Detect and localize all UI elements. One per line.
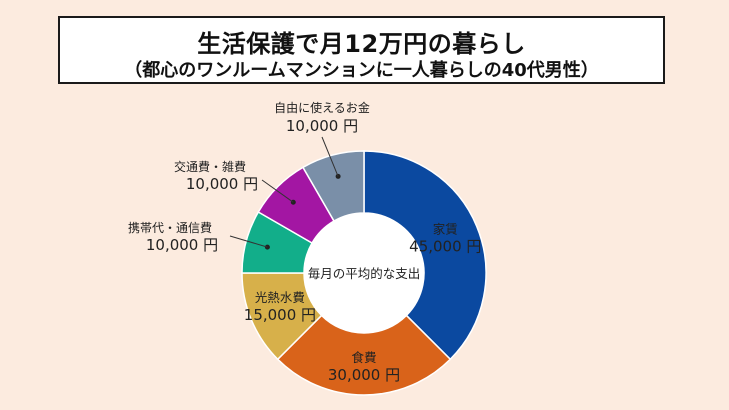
center-label: 毎月の平均的な支出 (308, 266, 421, 281)
slice-label-name: 光熱水費 (255, 290, 305, 305)
leader-line (229, 235, 268, 248)
slice-label-value: 10,000 円 (146, 236, 218, 254)
slice-label-name: 家賃 (433, 221, 458, 236)
slice-label-name: 食費 (351, 350, 376, 365)
chart-subtitle: （都心のワンルームマンションに一人暮らしの40代男性） (124, 60, 599, 81)
leader-line (261, 179, 294, 203)
slice-label-name: 交通費・雑費 (174, 159, 246, 174)
slice-label-value: 15,000 円 (244, 306, 316, 324)
title-box: 生活保護で月12万円の暮らし （都心のワンルームマンションに一人暮らしの40代男… (58, 16, 665, 84)
slice-label-value: 30,000 円 (328, 366, 400, 384)
slice-label-name: 自由に使えるお金 (274, 100, 370, 115)
slice-free (301, 150, 365, 223)
donut-hole (304, 213, 424, 333)
chart-title: 生活保護で月12万円の暮らし (197, 30, 526, 58)
slice-label-value: 10,000 円 (286, 117, 358, 135)
leader-line (321, 136, 339, 177)
slice-label-value: 45,000 円 (409, 237, 481, 255)
slice-label-name: 携帯代・通信費 (128, 220, 212, 235)
slice-label-value: 10,000 円 (186, 175, 258, 193)
